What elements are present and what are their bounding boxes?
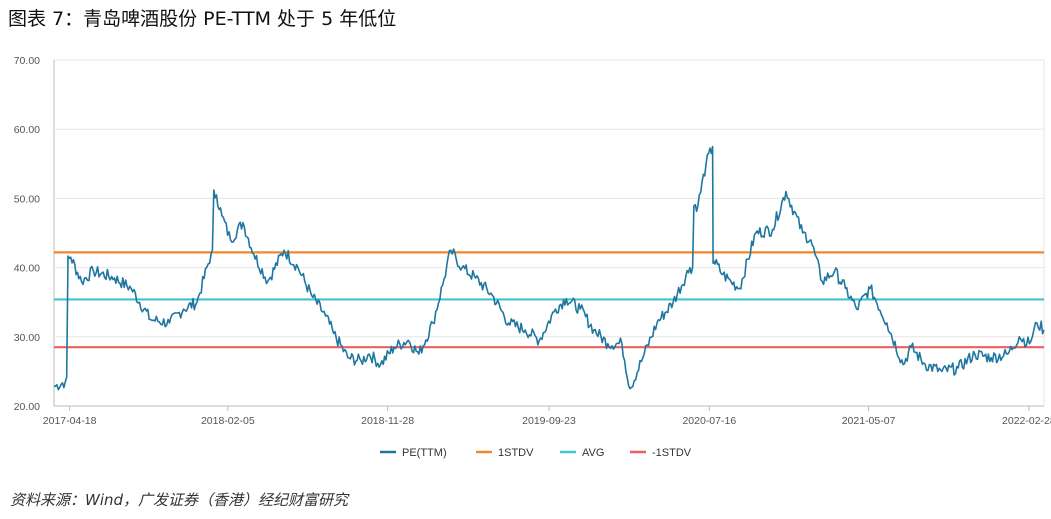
x-tick-label: 2022-02-28 [1002, 415, 1051, 427]
legend-label-pe-ttm-: PE(TTM) [402, 447, 447, 459]
source-note: 资料来源：Wind，广发证券（香港）经纪财富研究 [10, 491, 349, 509]
y-tick-label: 70.00 [14, 55, 40, 67]
y-tick-label: 30.00 [14, 332, 40, 344]
legend-label-avg: AVG [582, 447, 604, 459]
legend-label--1stdv: -1STDV [652, 447, 692, 459]
y-tick-label: 20.00 [14, 401, 40, 413]
figure-title: 图表 7：青岛啤酒股份 PE-TTM 处于 5 年低位 [8, 8, 397, 30]
legend-label-1stdv: 1STDV [498, 447, 534, 459]
x-tick-label: 2019-09-23 [522, 415, 576, 427]
y-tick-label: 60.00 [14, 124, 40, 136]
y-tick-label: 50.00 [14, 193, 40, 205]
series-line-pe-ttm [53, 145, 1045, 391]
x-tick-label: 2018-11-28 [361, 415, 414, 427]
x-tick-label: 2018-02-05 [201, 415, 255, 427]
x-tick-label: 2021-05-07 [842, 415, 896, 427]
y-tick-label: 40.00 [14, 263, 40, 275]
x-tick-label: 2017-04-18 [43, 415, 97, 427]
x-tick-label: 2020-07-16 [682, 415, 736, 427]
